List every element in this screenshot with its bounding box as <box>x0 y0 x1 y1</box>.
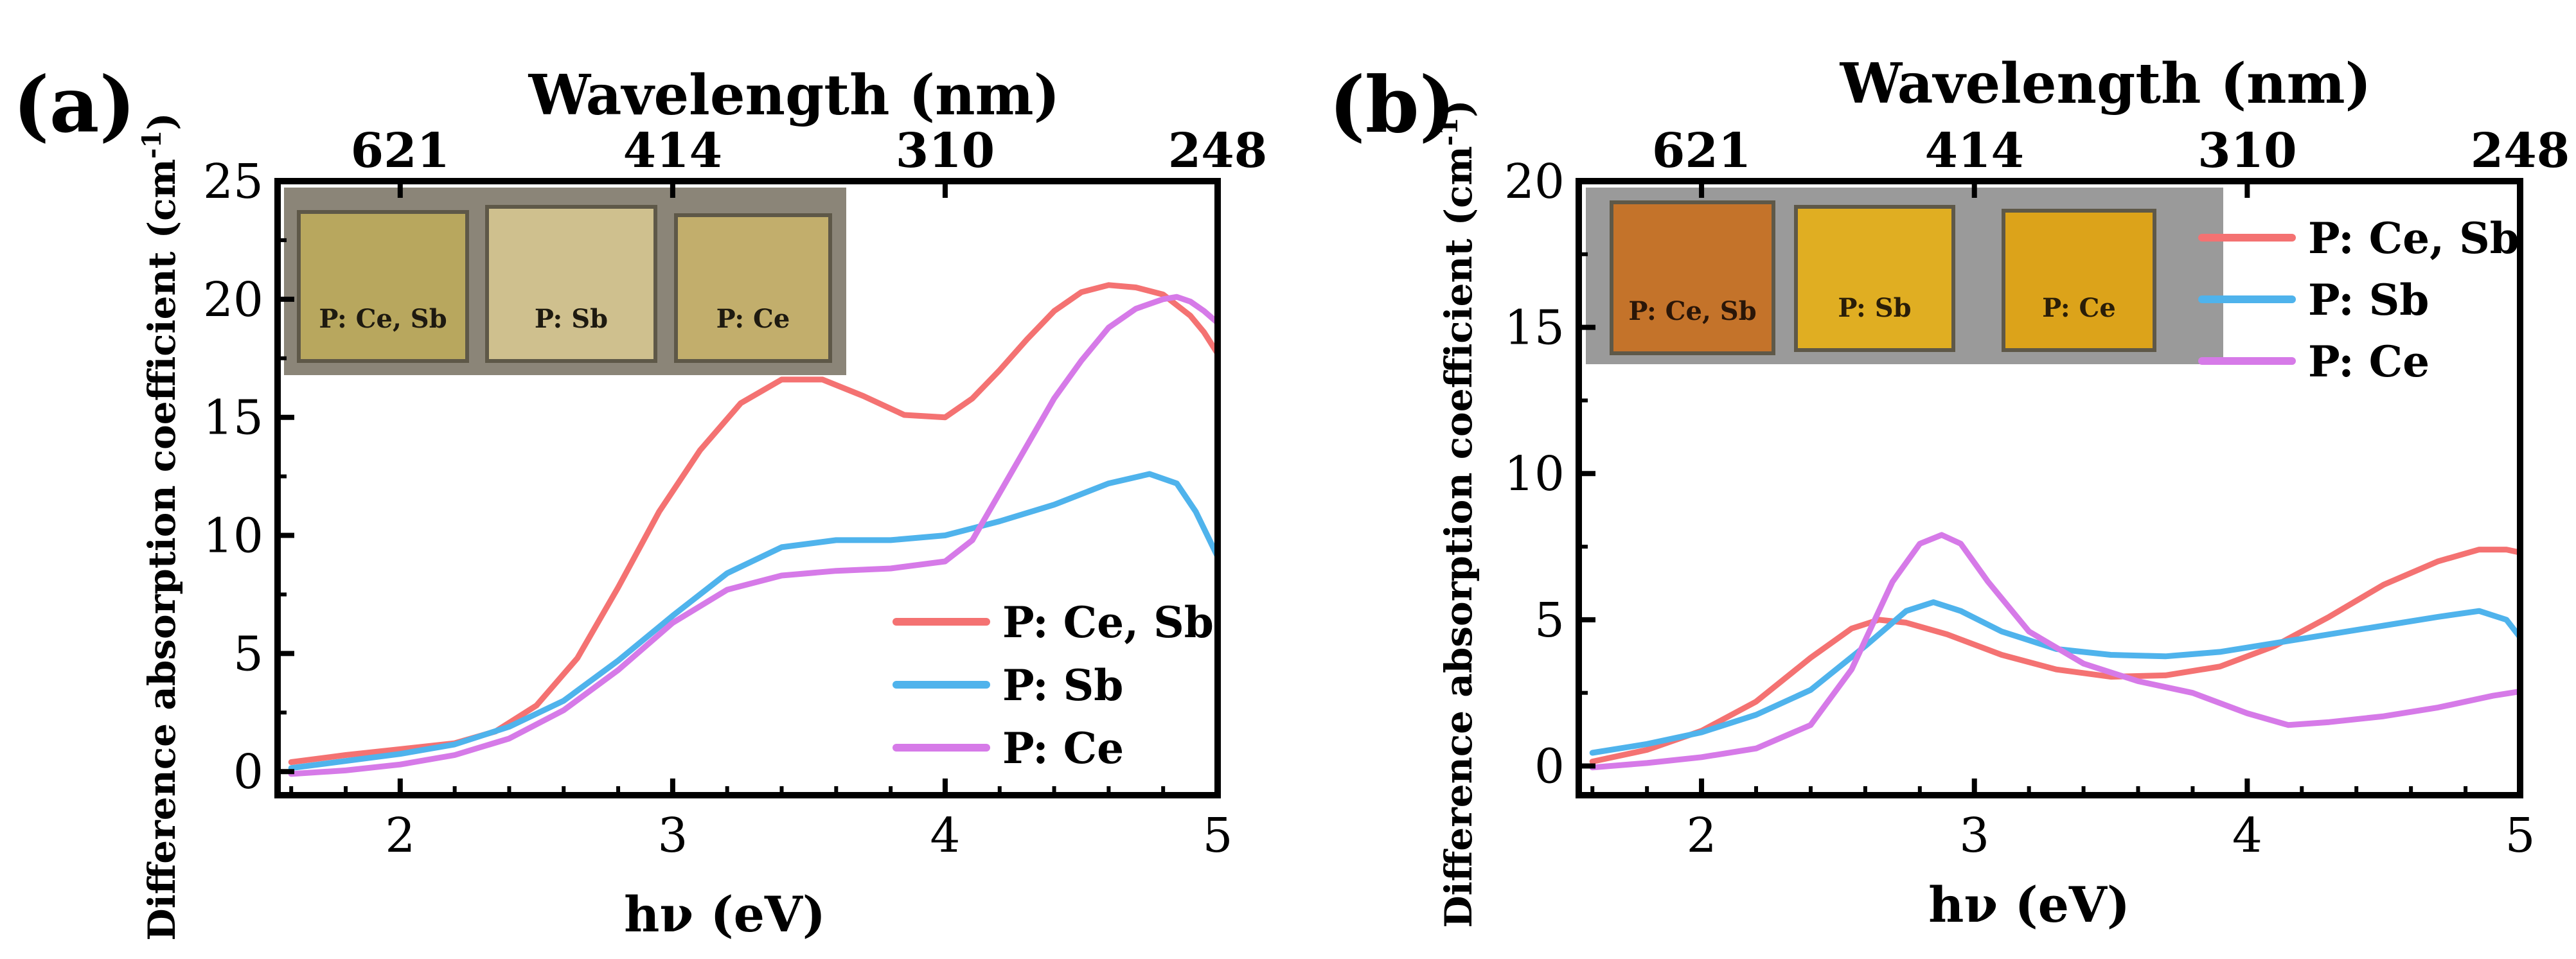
x-axis-label-b: hν (eV) <box>1928 876 2130 933</box>
y-axis-label-b-close: ) <box>1437 100 1480 117</box>
y-tick-label: 25 <box>203 154 263 209</box>
x-tick-label: 3 <box>1959 808 1989 863</box>
sample-photo-inset-a: P: Ce, Sb P: Sb P: Ce <box>284 188 846 375</box>
y-axis-label-a-base: Difference absorption coefficient (cm <box>140 159 184 940</box>
y-axis-label-a-sup: -1 <box>137 130 167 159</box>
sample-tile <box>1610 200 1775 355</box>
panel-label-b: (b) <box>1329 60 1455 150</box>
sample-tile <box>297 210 469 363</box>
y-tick-label: 0 <box>1534 739 1565 794</box>
sample-tile <box>1794 205 1955 352</box>
legend-label: P: Sb <box>1002 660 1123 710</box>
series-line <box>1589 599 2523 756</box>
top-axis-label-a: Wavelength (nm) <box>528 63 1060 128</box>
top-tick-label: 414 <box>623 123 722 179</box>
top-tick-label: 310 <box>2198 123 2296 179</box>
x-tick-label: 2 <box>385 808 415 863</box>
y-tick-label: 15 <box>203 391 263 446</box>
x-tick-label: 3 <box>657 808 688 863</box>
x-axis-label-a: hν (eV) <box>624 886 826 943</box>
legend-label: P: Ce, Sb <box>1002 597 1214 647</box>
x-tick-label: 5 <box>1202 808 1232 863</box>
panel-label-a: (a) <box>13 60 136 150</box>
top-tick-label: 248 <box>2471 123 2570 179</box>
plot-frame <box>1576 178 2523 798</box>
sample-tile-label: P: Ce, Sb <box>319 304 447 334</box>
series-line <box>288 294 1221 777</box>
x-tick-label: 4 <box>930 808 960 863</box>
panel-b: (b) Wavelength (nm) P: Ce, Sb P: Sb P: Ce … <box>1329 51 2570 933</box>
x-tick-label: 4 <box>2232 808 2262 863</box>
legend-label: P: Ce, Sb <box>2308 213 2519 263</box>
sample-tile-label: P: Ce <box>716 304 790 334</box>
y-tick-label: 10 <box>203 509 263 564</box>
top-tick-label: 414 <box>1924 123 2023 179</box>
y-axis-label-b-base: Difference absorption coefficient (cm <box>1437 146 1480 928</box>
y-axis-label-a: Difference absorption coefficient (cm-1) <box>137 112 184 940</box>
top-tick-label: 621 <box>1652 123 1751 179</box>
y-tick-label: 20 <box>203 272 263 328</box>
sample-tile <box>2002 209 2156 352</box>
legend-label: P: Sb <box>2308 275 2429 325</box>
sample-tile <box>674 213 832 363</box>
y-tick-label: 5 <box>1534 593 1565 648</box>
panel-a: (a) Wavelength (nm) P: Ce, Sb P: Sb P: Ce … <box>13 60 1267 943</box>
series-line <box>1589 532 2523 771</box>
y-tick-label: 5 <box>233 626 263 682</box>
y-axis-label-b: Difference absorption coefficient (cm-1) <box>1434 100 1480 928</box>
y-axis-label-a-close: ) <box>140 112 184 130</box>
y-axis-label-b-sup: -1 <box>1434 118 1464 146</box>
plot-frame <box>274 178 1221 798</box>
y-tick-label: 10 <box>1504 446 1565 502</box>
y-tick-label: 0 <box>233 744 263 800</box>
sample-tile-label: P: Sb <box>1838 293 1911 323</box>
series-line <box>288 282 1221 765</box>
legend-label: P: Ce <box>1002 723 1124 773</box>
plot-area-a: 2 3 4 5 0 5 10 15 20 25 621 414 310 248 P: Ce, Sb P: Sb… <box>203 123 1267 863</box>
sample-tile-label: P: Ce, Sb <box>1628 296 1756 326</box>
y-tick-label: 15 <box>1504 301 1565 356</box>
series-line <box>1589 547 2523 765</box>
legend-label: P: Ce <box>2308 337 2429 387</box>
sample-photo-inset-b: P: Ce, Sb P: Sb P: Ce <box>1586 188 2223 364</box>
sample-tile-label: P: Sb <box>535 304 608 334</box>
top-tick-label: 310 <box>896 123 995 179</box>
y-tick-label: 20 <box>1504 154 1565 209</box>
x-tick-label: 5 <box>2505 808 2535 863</box>
top-tick-label: 248 <box>1168 123 1267 179</box>
top-axis-label-b: Wavelength (nm) <box>1840 51 2372 116</box>
series-line <box>288 471 1221 771</box>
sample-tile-label: P: Ce <box>2042 293 2116 323</box>
x-tick-label: 2 <box>1687 808 1717 863</box>
top-tick-label: 621 <box>351 123 450 179</box>
sample-tile <box>485 205 657 363</box>
